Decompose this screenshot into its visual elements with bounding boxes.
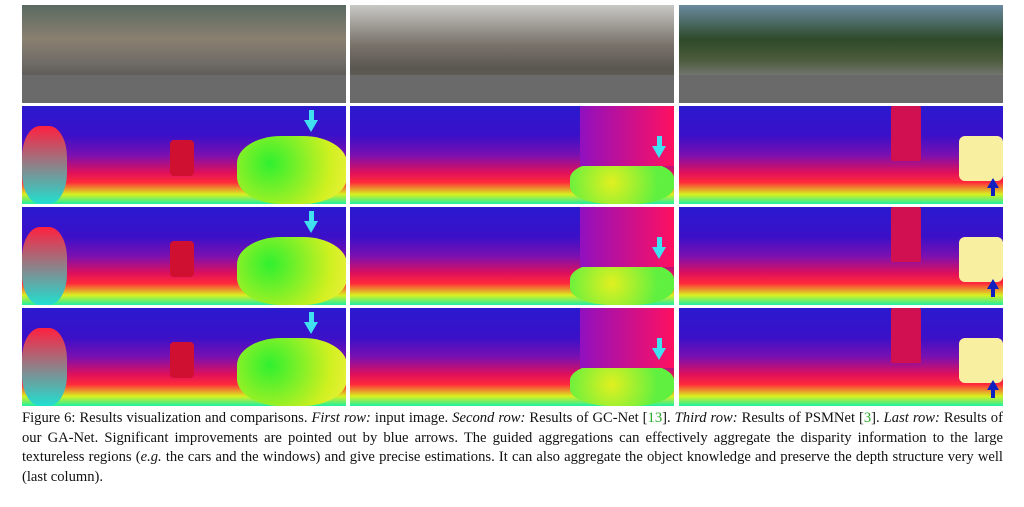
improvement-arrow-down xyxy=(652,146,666,158)
caption-text: Figure 6: Results visualization and comp… xyxy=(22,410,312,426)
disparity-map xyxy=(679,207,1003,305)
caption-text: Results of our GA-Net. Significant impro… xyxy=(22,410,1003,466)
arrow-shaft xyxy=(309,211,314,222)
input-image xyxy=(350,5,674,103)
sign-region xyxy=(959,237,1003,282)
car-region xyxy=(237,338,346,406)
improvement-arrow-down xyxy=(652,348,666,360)
car-region xyxy=(570,161,674,204)
arrow-shaft xyxy=(309,110,314,121)
arrow-shaft xyxy=(657,338,662,349)
caption-text: the cars and the windows) and give preci… xyxy=(22,449,1003,485)
caption-italic: e.g. xyxy=(140,449,162,466)
disparity-map xyxy=(679,106,1003,204)
car-region xyxy=(22,328,67,406)
car-region xyxy=(570,363,674,406)
car-region xyxy=(570,262,674,305)
pole xyxy=(891,106,921,161)
improvement-arrow-down xyxy=(652,247,666,259)
road xyxy=(679,75,1003,103)
caption-italic: Last row: xyxy=(883,410,940,426)
disparity-map xyxy=(679,308,1003,406)
caption-text: Results of PSMNet [ xyxy=(737,410,864,426)
car-region xyxy=(22,227,67,305)
arrow-shaft xyxy=(657,237,662,248)
caption-italic: First row: xyxy=(311,410,371,426)
sign-region xyxy=(959,136,1003,181)
car-region xyxy=(22,126,67,204)
post xyxy=(170,140,194,176)
disparity-map xyxy=(350,106,674,204)
input-image xyxy=(679,5,1003,103)
arrow-shaft xyxy=(309,312,314,323)
improvement-arrow-up xyxy=(987,380,999,390)
improvement-arrow-down xyxy=(304,221,318,233)
improvement-arrow-down xyxy=(304,322,318,334)
improvement-arrow-down xyxy=(304,120,318,132)
car-region xyxy=(237,237,346,305)
sign-region xyxy=(959,338,1003,383)
caption-italic: Second row: xyxy=(452,410,526,426)
citation[interactable]: 13 xyxy=(647,410,663,426)
pole xyxy=(891,207,921,262)
disparity-map xyxy=(350,308,674,406)
road xyxy=(350,75,674,103)
figure-caption: Figure 6: Results visualization and comp… xyxy=(22,409,1003,487)
caption-text: input image. xyxy=(370,410,453,426)
improvement-arrow-up xyxy=(987,279,999,289)
pole xyxy=(891,308,921,363)
car-region xyxy=(237,136,346,204)
disparity-map xyxy=(22,308,346,406)
arrow-shaft xyxy=(991,390,995,398)
improvement-arrow-up xyxy=(987,178,999,188)
disparity-map xyxy=(350,207,674,305)
caption-italic: Third row: xyxy=(674,410,738,426)
arrow-shaft xyxy=(991,188,995,196)
disparity-map xyxy=(22,207,346,305)
caption-text: Results of GC-Net [ xyxy=(525,410,648,426)
caption-text: ]. xyxy=(871,410,884,426)
citation[interactable]: 3 xyxy=(863,410,872,426)
arrow-shaft xyxy=(991,289,995,297)
post xyxy=(170,342,194,378)
input-image xyxy=(22,5,346,103)
caption-text: ]. xyxy=(662,410,675,426)
disparity-map xyxy=(22,106,346,204)
post xyxy=(170,241,194,277)
arrow-shaft xyxy=(657,136,662,147)
road xyxy=(22,75,346,103)
